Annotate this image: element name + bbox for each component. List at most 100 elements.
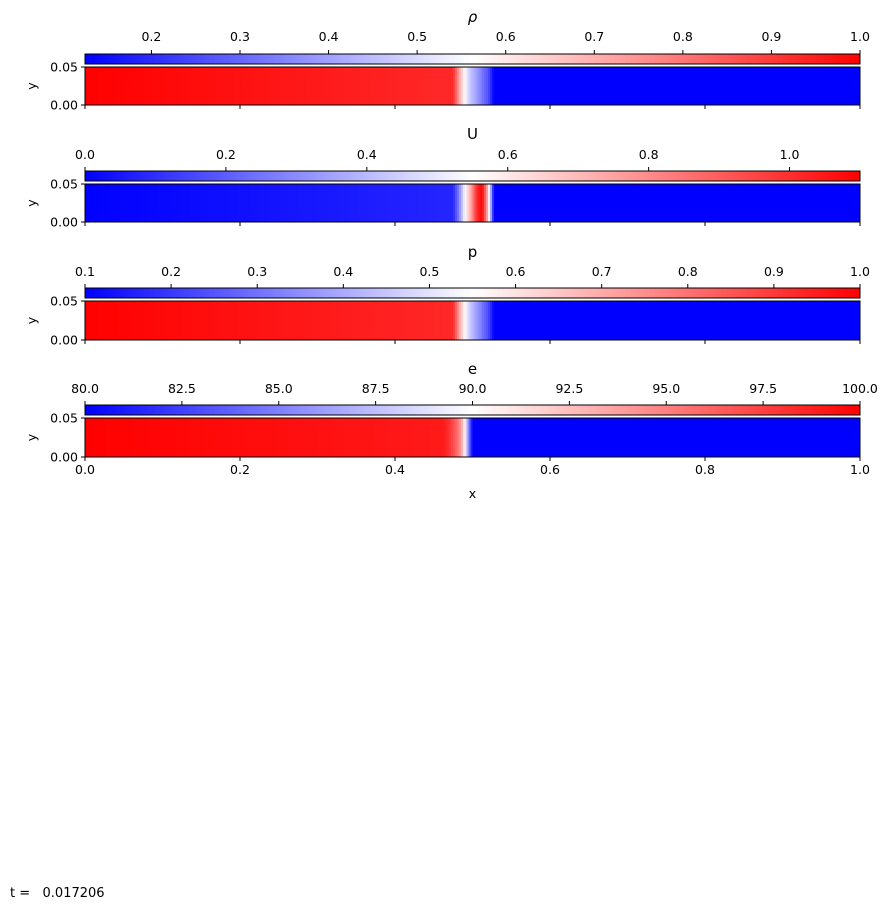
heatmap-cell: [278, 301, 282, 340]
heatmap-cell: [290, 418, 293, 457]
heatmap-cell: [424, 67, 427, 105]
heatmap-cell: [660, 301, 663, 340]
heatmap-cell: [150, 418, 154, 457]
heatmap-cell: [530, 67, 534, 105]
heatmap-cell: [534, 184, 538, 222]
heatmap-cell: [482, 67, 485, 105]
heatmap-cell: [94, 67, 98, 105]
heatmap-cell: [398, 184, 402, 222]
heatmap-cell: [575, 184, 578, 222]
heatmap-cell: [472, 184, 476, 222]
heatmap-cell: [367, 418, 371, 457]
heatmap-cell: [168, 184, 171, 222]
heatmap-cell: [530, 301, 534, 340]
heatmap-cell: [573, 301, 576, 340]
x-tick-label: 0.8: [695, 462, 715, 477]
heatmap-cell: [214, 418, 218, 457]
heatmap-cell: [803, 184, 807, 222]
heatmap-cell: [854, 67, 857, 105]
heatmap-cell: [668, 418, 671, 457]
heatmap-cell: [439, 418, 443, 457]
heatmap-cell: [255, 301, 259, 340]
heatmap-cell: [613, 418, 617, 457]
heatmap-cell: [662, 184, 665, 222]
heatmap-cell: [298, 184, 301, 222]
heatmap-cell: [573, 67, 576, 105]
heatmap-cell: [460, 67, 464, 105]
heatmap-cell: [278, 67, 282, 105]
heatmap-cell: [437, 67, 441, 105]
heatmap-cell: [263, 184, 266, 222]
heatmap-cell: [610, 418, 613, 457]
heatmap-cell: [768, 301, 772, 340]
heatmap-cell: [222, 184, 226, 222]
heatmap-cell: [406, 418, 410, 457]
heatmap-cell: [207, 301, 210, 340]
heatmap-cell: [305, 301, 309, 340]
heatmap-cell: [424, 301, 427, 340]
heatmap-cell: [243, 67, 247, 105]
heatmap-cell: [350, 184, 353, 222]
heatmap-cell: [497, 67, 501, 105]
heatmap-cell: [790, 67, 793, 105]
heatmap-cell: [431, 67, 435, 105]
heatmap-cell: [852, 301, 855, 340]
y-tick-label: 0.00: [50, 215, 78, 230]
axes-frame: [84, 417, 861, 458]
heatmap-cell: [708, 418, 712, 457]
heatmap-cell: [327, 184, 330, 222]
heatmap-cell: [693, 418, 696, 457]
heatmap-cell: [569, 184, 572, 222]
heatmap-cell: [228, 184, 231, 222]
heatmap-cell: [209, 301, 212, 340]
heatmap-cell: [131, 67, 135, 105]
heatmap-cell: [426, 301, 429, 340]
heatmap-cell: [747, 67, 751, 105]
heatmap-cell: [480, 301, 483, 340]
heatmap-cell: [199, 301, 202, 340]
heatmap-cell: [404, 301, 408, 340]
heatmap-cell: [85, 301, 88, 340]
heatmap-cell: [499, 418, 503, 457]
heatmap-cell: [110, 184, 113, 222]
heatmap-cell: [290, 184, 293, 222]
heatmap-cell: [848, 301, 851, 340]
heatmap-cell: [658, 301, 662, 340]
heatmap-cell: [697, 301, 700, 340]
heatmap-cell: [648, 418, 652, 457]
heatmap-cell: [726, 67, 729, 105]
heatmap-cell: [792, 184, 795, 222]
heatmap-cell: [85, 418, 88, 457]
heatmap-cell: [675, 301, 679, 340]
heatmap-cell: [830, 301, 834, 340]
heatmap-cell: [147, 67, 150, 105]
heatmap-cell: [538, 184, 541, 222]
heatmap-cell: [749, 418, 753, 457]
heatmap-cell: [416, 184, 419, 222]
colorbar-tick-label: 85.0: [265, 381, 293, 396]
heatmap-cell: [356, 184, 359, 222]
heatmap-cell: [189, 301, 193, 340]
heatmap-cell: [656, 301, 660, 340]
heatmap-cell: [236, 301, 239, 340]
heatmap-cell: [712, 67, 716, 105]
heatmap-cell: [600, 67, 603, 105]
heatmap-cell: [724, 418, 727, 457]
heatmap-cell: [520, 418, 524, 457]
heatmap-cell: [298, 418, 301, 457]
heatmap-cell: [466, 67, 470, 105]
heatmap-cell: [395, 184, 398, 222]
heatmap-cell: [559, 67, 563, 105]
heatmap-cell: [96, 301, 100, 340]
heatmap-cell: [497, 418, 501, 457]
heatmap-cell: [127, 418, 131, 457]
heatmap-cell: [210, 301, 214, 340]
heatmap-cell: [532, 418, 536, 457]
heatmap-cell: [563, 301, 567, 340]
heatmap-cell: [770, 184, 774, 222]
heatmap-cell: [524, 301, 528, 340]
heatmap-cell: [88, 184, 92, 222]
heatmap-cell: [703, 301, 706, 340]
x-axis-label: x: [469, 486, 476, 501]
heatmap-cell: [356, 301, 359, 340]
